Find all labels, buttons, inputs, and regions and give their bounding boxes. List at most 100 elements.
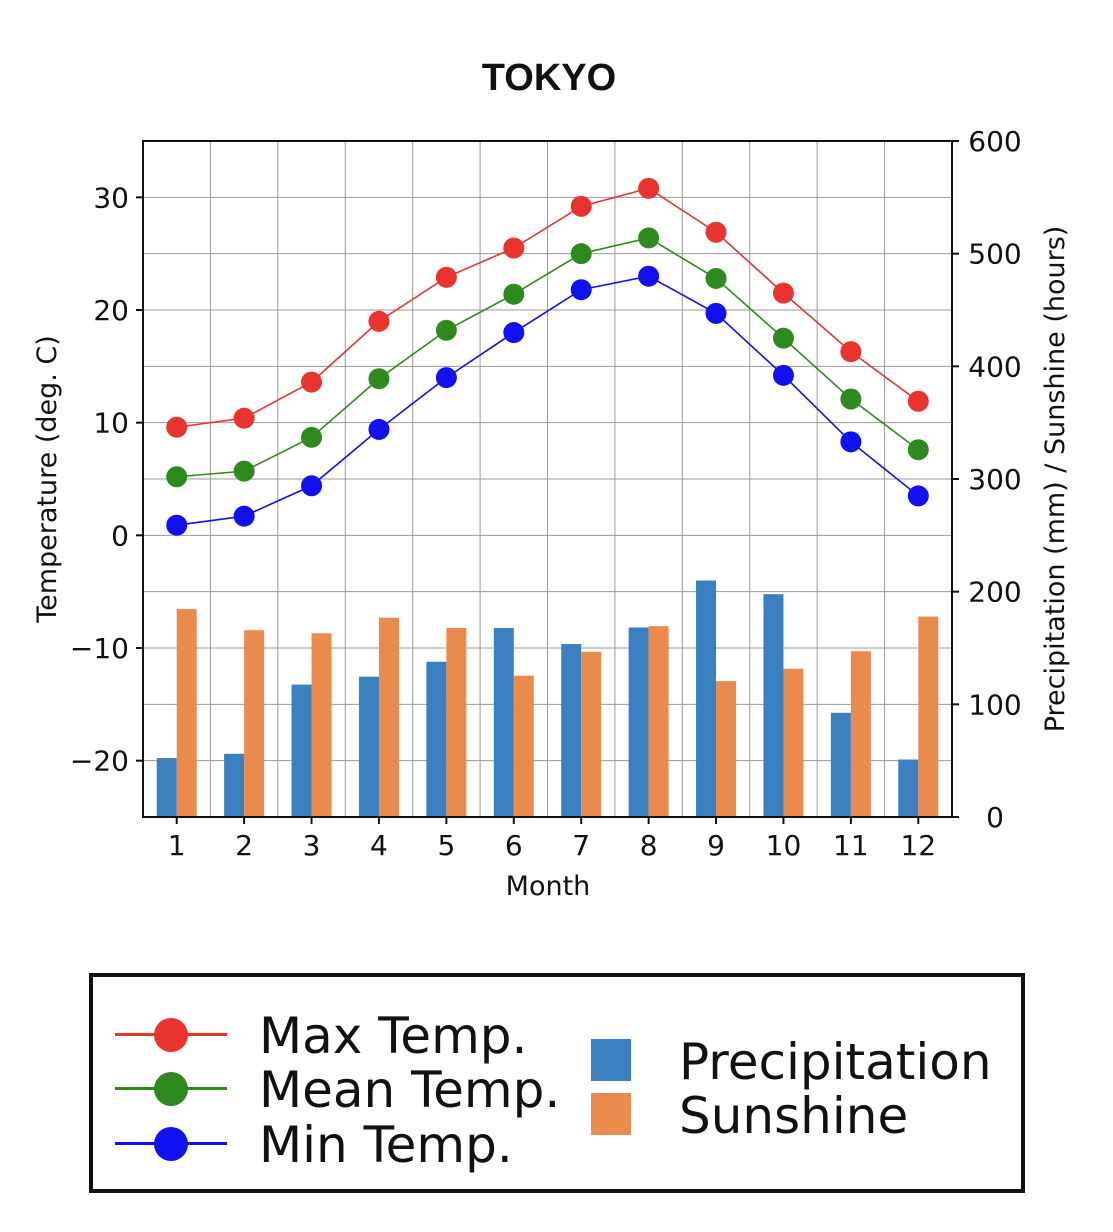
- mean-temp-point: [233, 460, 255, 482]
- legend-mean-label: Mean Temp.: [259, 1061, 561, 1119]
- y-tick-label-right: 600: [968, 125, 1021, 158]
- legend-max-label: Max Temp.: [259, 1007, 528, 1065]
- max-temp-point: [368, 310, 390, 332]
- climate-chart: TOKYO 1 2 3 4 5 6 7 8 9 10 11 123020100−10−20600500…: [32, 57, 1071, 902]
- sunshine-bar: [716, 681, 737, 817]
- mean-temp-point: [705, 267, 727, 289]
- x-tick-label: 12: [900, 829, 936, 862]
- x-tick-label: 1: [168, 829, 186, 862]
- mean-temp-point: [166, 466, 188, 488]
- precipitation-bar: [898, 759, 919, 817]
- precipitation-bar: [291, 684, 312, 817]
- min-temp-point: [840, 431, 862, 453]
- sunshine-bar: [850, 651, 871, 817]
- chart-title: TOKYO: [482, 57, 616, 99]
- mean-temp-point: [435, 319, 457, 341]
- y-tick-label-right: 100: [968, 688, 1021, 721]
- min-temp-line: [176, 275, 919, 526]
- x-tick-label: 10: [766, 829, 802, 862]
- max-temp-point: [705, 221, 727, 243]
- legend-mean-marker: [154, 1072, 188, 1106]
- max-temp-point: [503, 237, 525, 259]
- precipitation-bar: [493, 628, 514, 817]
- min-temp-point: [638, 265, 660, 287]
- sunshine-bar: [581, 651, 602, 817]
- precipitation-bar: [830, 712, 851, 817]
- x-tick-label: 4: [370, 829, 388, 862]
- sunshine-bar: [783, 668, 804, 817]
- mean-temp-point: [301, 426, 323, 448]
- tick-marks: [136, 140, 959, 824]
- y-tick-label-left: 0: [111, 519, 129, 552]
- max-temp-point: [638, 177, 660, 199]
- mean-temp-point: [570, 243, 592, 265]
- min-temp-point: [772, 364, 794, 386]
- mean-temp-point: [503, 283, 525, 305]
- grid-lines: [143, 141, 952, 817]
- legend-min-label: Min Temp.: [259, 1116, 513, 1174]
- precipitation-bar: [426, 661, 447, 817]
- min-temp-point: [368, 418, 390, 440]
- min-temp-point: [435, 367, 457, 389]
- x-tick-label: 11: [833, 829, 869, 862]
- max-temp-point: [301, 371, 323, 393]
- legend-precipitation-label: Precipitation: [679, 1033, 992, 1091]
- max-temp-line: [176, 187, 919, 428]
- x-tick-label: 8: [640, 829, 658, 862]
- x-tick-label: 7: [572, 829, 590, 862]
- sunshine-bar: [446, 627, 467, 817]
- sunshine-bar: [648, 626, 669, 817]
- min-temp-point: [570, 279, 592, 301]
- max-temp-point: [907, 390, 929, 412]
- precipitation-bar: [224, 753, 245, 817]
- mean-temp-point: [638, 227, 660, 249]
- precipitation-bar: [628, 627, 649, 817]
- sunshine-bar: [311, 633, 332, 817]
- legend-min-marker: [154, 1127, 188, 1161]
- tick-labels: 1 2 3 4 5 6 7 8 9 10 11 123020100−10−20600500400300…: [70, 125, 1022, 862]
- min-temp-point: [907, 485, 929, 507]
- precipitation-bar: [763, 594, 784, 817]
- sunshine-bar: [513, 675, 534, 817]
- y-tick-label-left: −20: [70, 745, 129, 778]
- mean-temp-point: [840, 388, 862, 410]
- min-temp-point: [301, 475, 323, 497]
- legend-sunshine-swatch: [591, 1093, 631, 1135]
- max-temp-point: [166, 416, 188, 438]
- mean-temp-point: [772, 327, 794, 349]
- legend-sunshine-label: Sunshine: [679, 1087, 909, 1145]
- sunshine-bar: [918, 616, 939, 817]
- y-tick-label-right: 400: [968, 350, 1021, 383]
- lines-layer: [166, 177, 929, 536]
- y-tick-label-left: 20: [93, 294, 129, 327]
- legend: Max Temp. Mean Temp. Min Temp. Precipita…: [89, 973, 1025, 1193]
- x-tick-label: 9: [707, 829, 725, 862]
- sunshine-bar: [244, 630, 265, 817]
- y-tick-label-right: 500: [968, 238, 1021, 271]
- min-temp-point: [705, 302, 727, 324]
- mean-temp-point: [368, 368, 390, 390]
- sunshine-bar: [378, 617, 399, 817]
- precipitation-bar: [156, 758, 177, 817]
- mean-temp-point: [907, 439, 929, 461]
- y-tick-label-right: 0: [986, 801, 1004, 834]
- max-temp-point: [570, 195, 592, 217]
- y-axis-title-left: Temperature (deg. C): [32, 335, 63, 624]
- y-tick-label-right: 300: [968, 463, 1021, 496]
- x-tick-label: 3: [303, 829, 321, 862]
- x-axis-title: Month: [506, 871, 591, 902]
- max-temp-point: [233, 407, 255, 429]
- x-tick-label: 2: [235, 829, 253, 862]
- x-tick-label: 5: [437, 829, 455, 862]
- legend-precipitation-swatch: [591, 1039, 631, 1081]
- y-tick-label-right: 200: [968, 576, 1021, 609]
- max-temp-point: [840, 341, 862, 363]
- y-tick-label-left: 30: [93, 181, 129, 214]
- precipitation-bar: [696, 580, 717, 817]
- y-axis-title-right: Precipitation (mm) / Sunshine (hours): [1040, 226, 1071, 733]
- max-temp-point: [772, 282, 794, 304]
- max-temp-point: [435, 266, 457, 288]
- y-tick-label-left: −10: [70, 632, 129, 665]
- x-tick-label: 6: [505, 829, 523, 862]
- min-temp-point: [503, 322, 525, 344]
